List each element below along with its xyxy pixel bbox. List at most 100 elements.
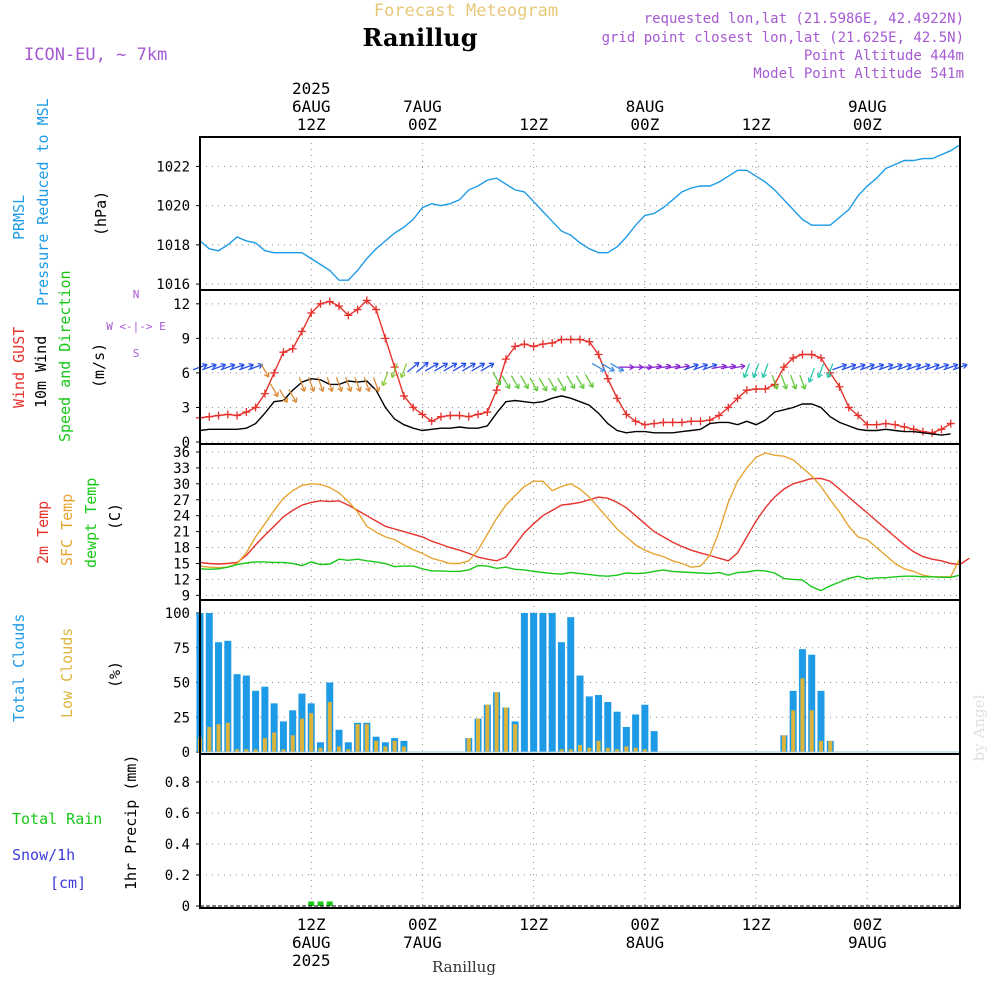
low-cloud-bar: [513, 724, 518, 752]
wind-arrow-head: [523, 383, 529, 390]
low-cloud-bar: [624, 746, 629, 752]
low-cloud-bar: [364, 724, 369, 752]
ytick-label: 21: [173, 525, 190, 541]
wind-arrow-head: [807, 377, 814, 383]
total-cloud-bar: [205, 613, 213, 752]
wind-arrow: [471, 362, 485, 372]
wind-arrow-head: [239, 362, 245, 369]
pressure-label-1: PRMSL: [10, 195, 28, 240]
wind-arrow-head: [495, 380, 502, 386]
wind-arrow-head: [551, 385, 557, 392]
total-cloud-bar: [595, 695, 603, 752]
chart-panels: 1016101810201022036912912151821242730333…: [156, 136, 970, 915]
ytick-label: 12: [173, 297, 190, 313]
temp-sfc-label: SFC Temp: [58, 494, 76, 566]
series-line: [199, 452, 961, 578]
gust-marker: [288, 344, 297, 353]
wind-arrow: [407, 361, 420, 373]
wind-arrow-head: [850, 362, 857, 369]
gust-marker: [399, 391, 408, 400]
gust-marker: [594, 350, 603, 359]
top-time-label: 2025: [292, 79, 331, 98]
wind-arrow: [711, 365, 727, 370]
wind-arrow: [887, 363, 903, 371]
wind-arrow: [827, 363, 834, 378]
low-cloud-bar: [828, 740, 833, 752]
gust-marker: [854, 411, 863, 420]
ytick-label: 36: [173, 445, 190, 461]
wind-arrow: [400, 363, 408, 378]
wind-arrow-head: [318, 386, 325, 392]
wind-arrow: [752, 363, 760, 378]
gust-marker: [937, 425, 946, 434]
wind-arrow: [317, 377, 324, 392]
wind-arrow: [591, 362, 606, 372]
wind-arrow-head: [791, 384, 798, 390]
top-time-label: 8AUG: [626, 97, 665, 116]
low-cloud-bar: [290, 735, 295, 752]
wind-arrow-head: [229, 362, 236, 369]
ytick-label: 0.8: [165, 775, 190, 791]
top-time-label: 00Z: [630, 115, 659, 134]
bottom-time-label: 9AUG: [848, 933, 887, 952]
wind-arrow-head: [433, 362, 439, 369]
wind-arrow-head: [826, 372, 832, 379]
wind-arrow: [492, 371, 501, 386]
gust-marker: [344, 311, 353, 320]
gust-marker: [233, 411, 242, 420]
low-cloud-bar: [800, 678, 805, 752]
series-line: [199, 144, 961, 281]
wind-arrow-head: [263, 372, 270, 378]
wind-arrow-head: [211, 362, 217, 369]
ytick-label: 33: [173, 461, 190, 477]
temp-2m-label: 2m Temp: [34, 501, 52, 564]
gust-marker: [891, 420, 900, 429]
gust-marker: [900, 423, 909, 432]
low-cloud-bar: [299, 718, 304, 752]
wind-arrow-head: [488, 362, 495, 369]
wind-arrow: [452, 362, 467, 372]
top-time-label: 9AUG: [848, 97, 887, 116]
total-cloud-bar: [242, 675, 250, 752]
wind-arrow-head: [479, 362, 486, 369]
wind-arrow: [288, 389, 297, 403]
ytick-label: 6: [182, 366, 190, 382]
series-line: [199, 299, 952, 434]
low-cloud-bar: [578, 745, 582, 752]
wind-arrow-head: [541, 385, 548, 392]
low-cloud-bar: [642, 749, 647, 752]
pressure-label-2: Pressure Reduced to MSL: [34, 98, 52, 306]
ytick-label: 0: [182, 899, 190, 915]
bottom-time-label: 2025: [292, 951, 331, 970]
wind-arrow-head: [309, 386, 316, 392]
gust-marker: [335, 302, 344, 311]
ytick-label: 27: [173, 493, 190, 509]
gust-marker: [566, 335, 575, 344]
gust-marker: [789, 353, 798, 362]
requested-coords: requested lon,lat (21.5986E, 42.4922N): [644, 11, 964, 27]
total-cloud-bar: [224, 640, 232, 752]
wind-arrow-head: [751, 372, 758, 379]
bottom-time-label: 00Z: [408, 915, 437, 934]
wind-arrow-head: [355, 386, 362, 392]
gust-marker: [529, 342, 538, 351]
wind-arrow-head: [869, 362, 875, 369]
low-cloud-bar: [281, 749, 286, 752]
precip-unit: 1hr Precip (mm): [122, 755, 140, 890]
gust-marker: [705, 416, 714, 425]
gust-marker: [807, 350, 816, 359]
wind-arrow-head: [374, 386, 381, 392]
wind-arrow: [646, 365, 662, 370]
ytick-label: 0.2: [165, 868, 190, 884]
wind-arrow: [211, 363, 226, 371]
wind-arrow-head: [860, 362, 866, 369]
bottom-time-label: 00Z: [853, 915, 882, 934]
wind-arrow: [279, 389, 288, 403]
wind-arrow: [771, 374, 778, 390]
total-cloud-bar: [252, 690, 260, 752]
gust-marker: [677, 418, 686, 427]
gust-marker: [520, 340, 529, 349]
total-cloud-bar: [808, 654, 816, 752]
total-cloud-bar: [585, 696, 593, 752]
